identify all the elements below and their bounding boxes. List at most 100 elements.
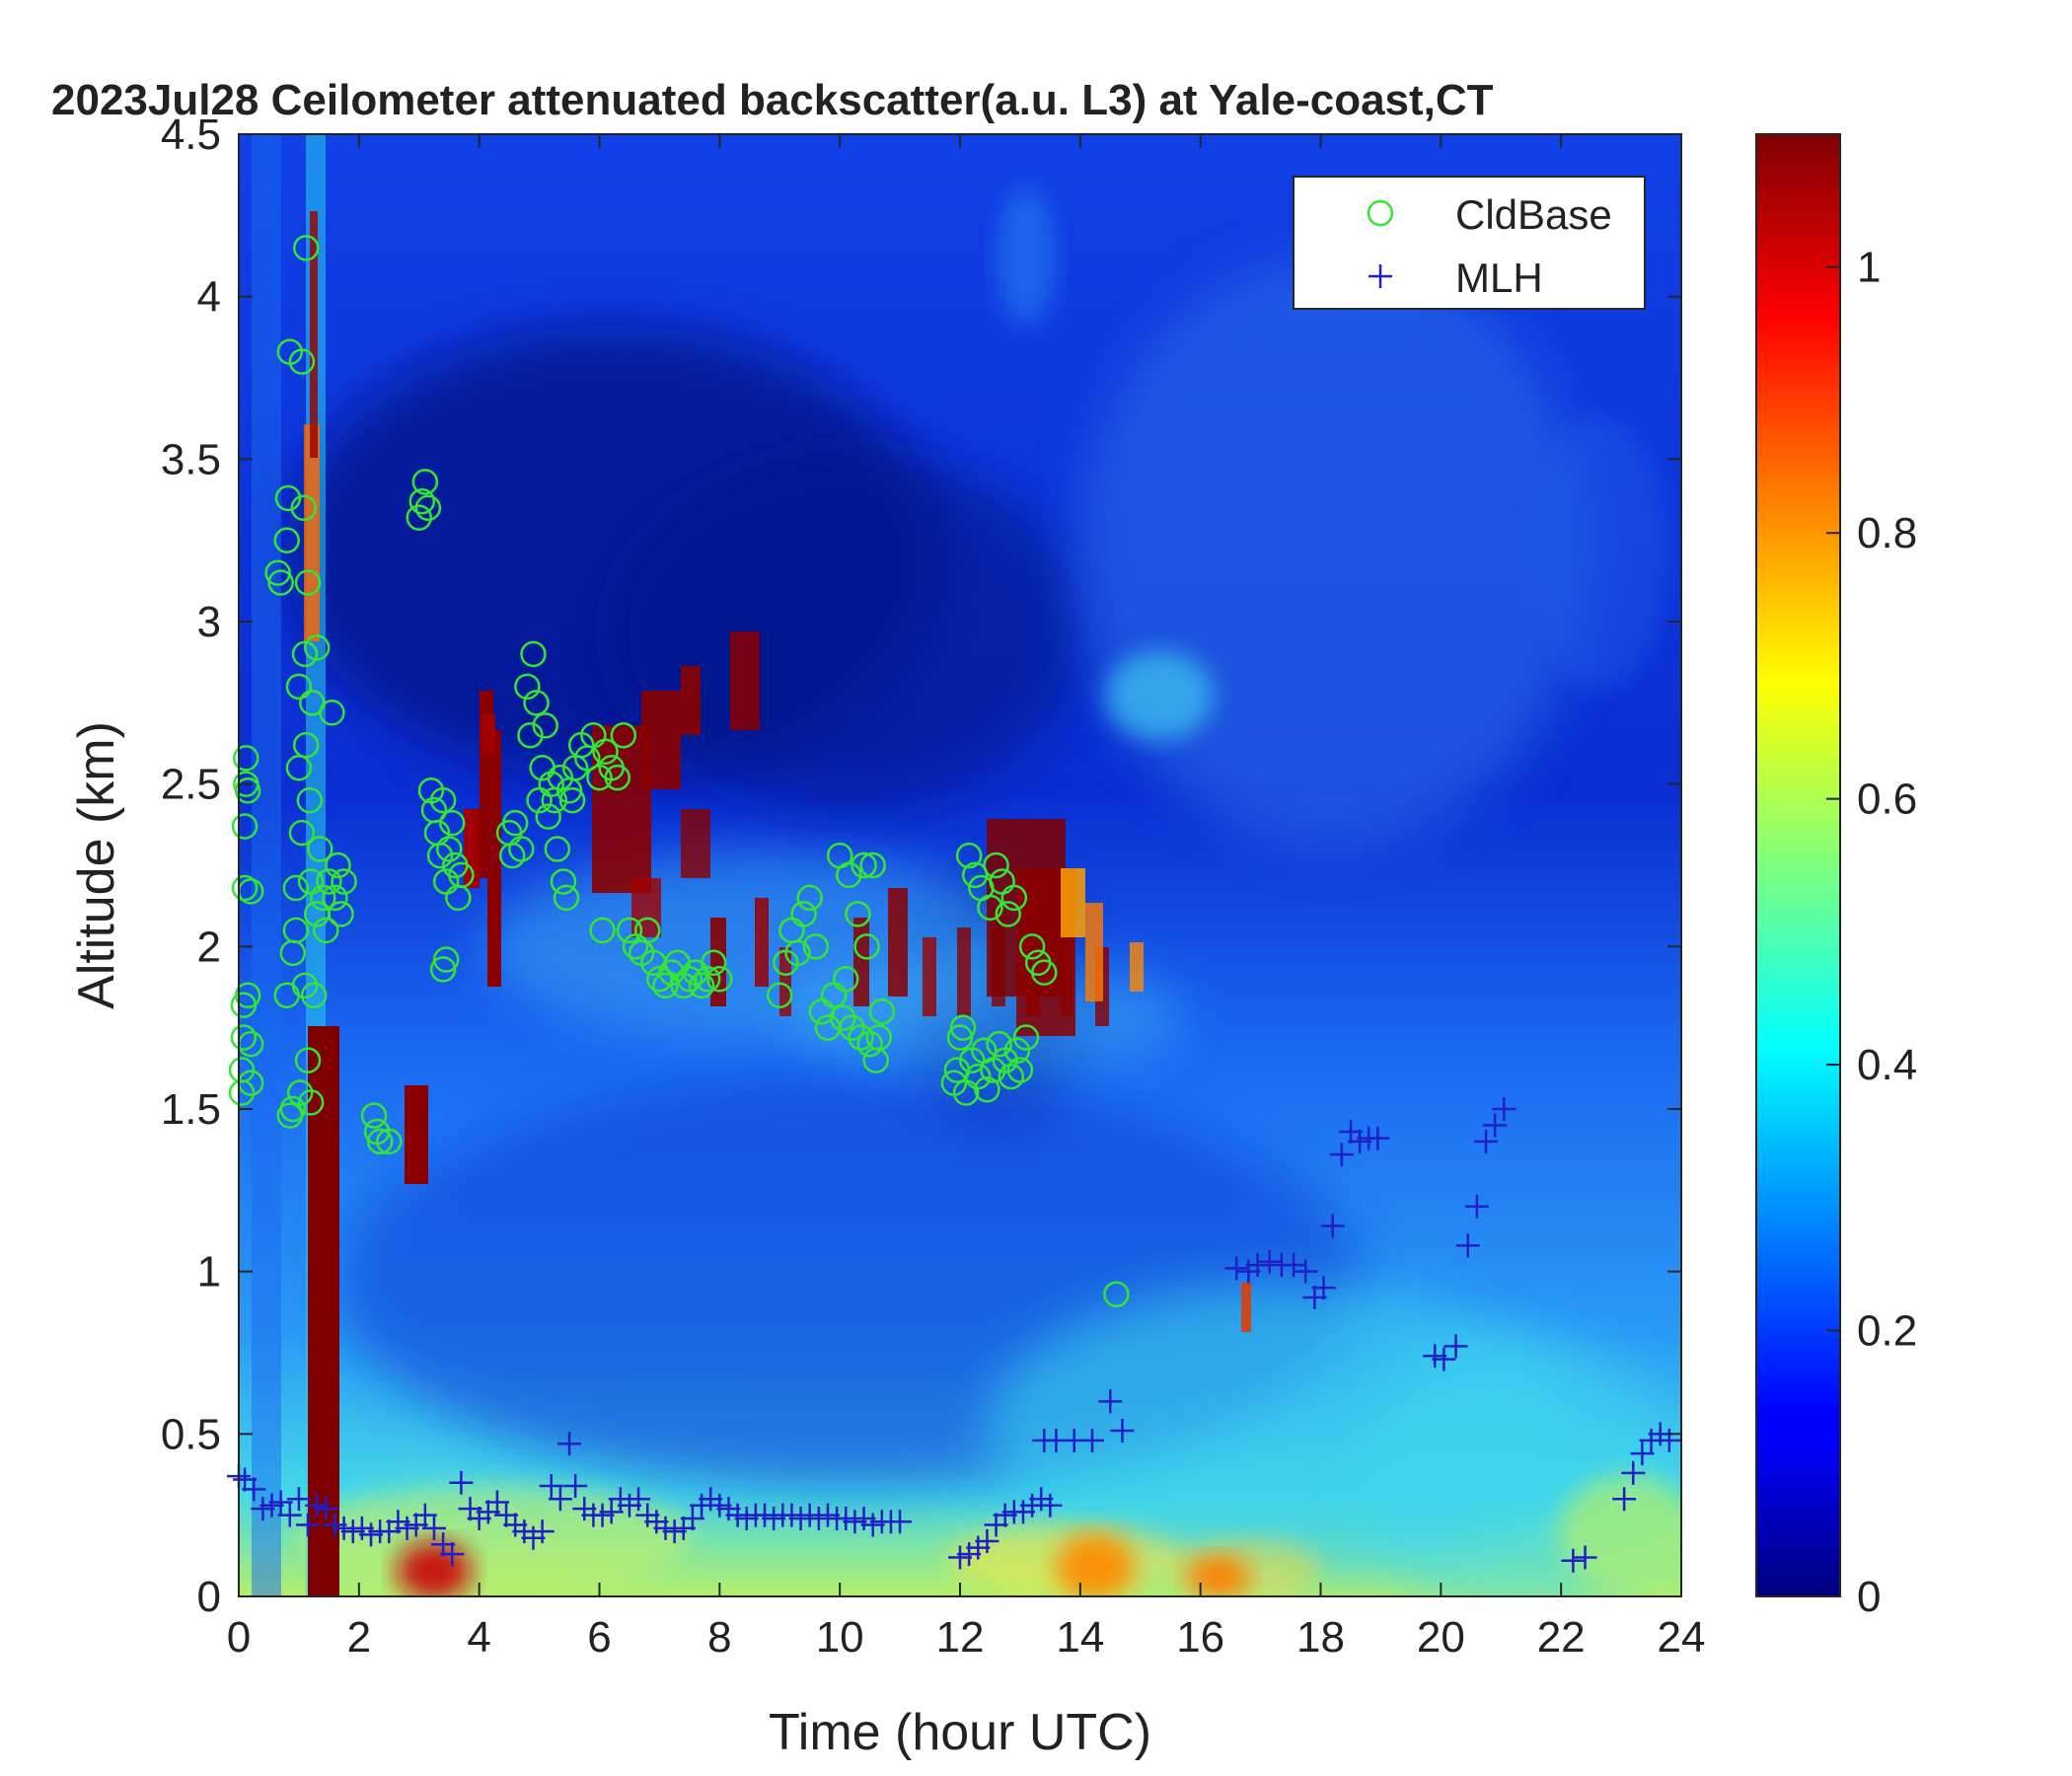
cldbase-point: [411, 469, 439, 495]
cldbase-point: [508, 836, 535, 862]
cldbase-point: [228, 1057, 256, 1083]
mlh-point: [1257, 1249, 1282, 1274]
cldbase-point: [965, 1063, 992, 1090]
mlh-point: [1561, 1548, 1586, 1573]
x-tick-label: 8: [707, 1613, 731, 1662]
cldbase-point: [439, 809, 466, 837]
cldbase-point: [517, 722, 544, 749]
cldbase-point: [767, 982, 793, 1008]
cldbase-point: [432, 946, 460, 973]
mlh-point: [412, 1503, 437, 1527]
mlh-point: [314, 1497, 338, 1521]
cldbase-point: [231, 813, 259, 840]
chart-title: 2023Jul28 Ceilometer attenuated backscat…: [51, 76, 1494, 124]
cldbase-point: [310, 884, 336, 912]
cldbase-point: [955, 842, 983, 869]
mlh-point: [1657, 1428, 1681, 1452]
cldbase-point: [706, 966, 733, 993]
cldbase-point: [282, 917, 310, 944]
cldbase-point: [949, 1014, 977, 1041]
cldbase-point: [694, 966, 721, 993]
cldbase-point: [558, 786, 586, 814]
y-axis: 0 0.5 1 1.5 2 2.5 3 3.5 4 4.5: [161, 111, 1681, 1621]
cldbase-point: [983, 851, 1009, 879]
x-tick-label: 22: [1537, 1613, 1586, 1662]
y-tick-label: 2: [197, 923, 221, 971]
cldbase-point: [547, 764, 574, 791]
cldbase-point: [868, 998, 896, 1025]
colorbar-tick-label: 0.2: [1857, 1307, 1917, 1356]
cldbase-point: [633, 917, 661, 944]
cldbase-point: [998, 1063, 1025, 1090]
cldbase-point: [376, 1128, 403, 1155]
cldbase-point: [550, 868, 577, 895]
mlh-point: [1224, 1256, 1249, 1281]
cldbase-point: [610, 722, 637, 749]
cldbase-point: [285, 673, 313, 701]
cldbase-point: [306, 836, 333, 862]
cldbase-point: [688, 972, 715, 999]
cldbase-point: [313, 917, 339, 944]
mlh-point: [421, 1516, 446, 1540]
legend-box: [1293, 176, 1646, 310]
mlh-point: [1443, 1334, 1468, 1359]
cldbase-point: [986, 1030, 1012, 1058]
cldbase-point: [977, 894, 1003, 922]
mlh-point: [1282, 1253, 1306, 1278]
x-tick-label: 18: [1296, 1613, 1345, 1662]
cldbase-point: [553, 884, 580, 912]
cldbase-point: [1031, 959, 1058, 986]
cldbase-point: [1018, 933, 1046, 960]
cldbase-point: [273, 527, 300, 554]
cldbase-point: [833, 966, 859, 993]
mlh-point: [1630, 1442, 1655, 1466]
cldbase-point: [514, 673, 541, 701]
cldbase-point: [264, 559, 291, 586]
cldbase-point: [865, 1024, 893, 1051]
cldbase-point: [604, 764, 631, 791]
cldbase-point: [331, 868, 357, 895]
x-tick-label: 0: [227, 1613, 251, 1662]
cldbase-point: [538, 771, 565, 797]
x-tick-label: 24: [1658, 1613, 1706, 1662]
mlh-point: [680, 1506, 704, 1530]
colorbar-tick-label: 1: [1857, 244, 1881, 292]
mlh-point: [1294, 1259, 1318, 1284]
cldbase-point: [406, 504, 432, 531]
y-tick-label: 3.5: [161, 435, 221, 483]
mlh-point: [242, 1477, 266, 1502]
mlh-point: [975, 1529, 999, 1554]
mlh-point: [539, 1474, 563, 1499]
cldbase-point: [544, 836, 571, 862]
mlh-point: [1483, 1113, 1508, 1138]
legend-cldbase-marker: [1367, 199, 1394, 227]
cldbase-point: [267, 569, 294, 596]
mlh-point: [484, 1490, 509, 1515]
cldbase-point: [700, 949, 727, 977]
cldbase-point: [297, 1089, 325, 1116]
colorbar-tick-label: 0.6: [1857, 776, 1917, 824]
cldbase-point: [652, 972, 679, 999]
mlh-point: [1366, 1126, 1390, 1150]
cldbase-point: [784, 939, 811, 967]
mlh-point: [599, 1500, 624, 1524]
cldbase-point: [498, 842, 526, 869]
mlh-point: [1455, 1233, 1480, 1258]
colorbar-tick-label: 0.4: [1857, 1041, 1917, 1089]
mlh-point: [1573, 1545, 1597, 1570]
cldbase-point: [408, 487, 436, 515]
mlh-point: [557, 1432, 582, 1456]
cldbase-point: [839, 1014, 865, 1041]
cldbase-point: [448, 861, 475, 889]
cldbase-point: [856, 1030, 883, 1058]
y-tick-label: 2.5: [161, 761, 221, 809]
cldbase-point: [1000, 884, 1028, 912]
mlh-point: [1612, 1487, 1637, 1512]
cldbase-point: [1006, 1057, 1034, 1083]
cldbase-point: [328, 901, 354, 927]
cldbase-point: [288, 348, 316, 375]
cldbase-point: [532, 712, 558, 739]
cldbase-point: [292, 731, 320, 759]
mlh-point: [440, 1542, 465, 1567]
